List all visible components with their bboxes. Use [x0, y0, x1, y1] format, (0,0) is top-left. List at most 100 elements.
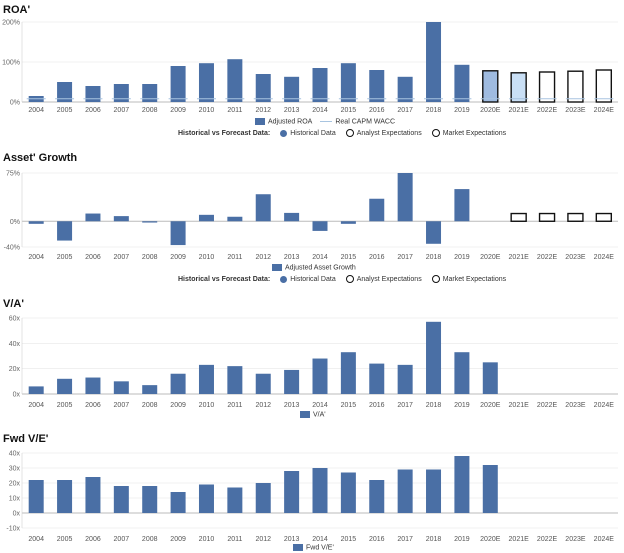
- bar-2014: [312, 358, 328, 394]
- legend-label-fwd-ve: Fwd V/E': [306, 544, 334, 552]
- x-tick-label: 2011: [227, 254, 242, 261]
- x-tick-label: 2004: [28, 402, 44, 409]
- x-tick-label: 2008: [142, 402, 158, 409]
- bar-2012: [255, 373, 271, 394]
- roa-chart: 0% 100% 200% 2004 2005 2006 2007 2008 2009 2010 20…: [2, 20, 618, 114]
- x-tick-label: 2009: [170, 254, 186, 261]
- bar-2009: [170, 66, 186, 102]
- roa-panel: ROA' 0% 100% 200% 2004 2005 2006 2007 2008 2009 2…: [0, 0, 624, 142]
- forecast-bar-2020E: [482, 70, 499, 103]
- x-tick-label: 2008: [142, 536, 158, 543]
- x-tick-label: 2006: [85, 107, 101, 114]
- x-tick-label: 2019: [454, 402, 470, 409]
- bar-2008: [142, 385, 158, 394]
- bar-2008: [142, 221, 158, 223]
- x-tick-label: 2009: [170, 536, 186, 543]
- x-tick-label: 2022E: [537, 536, 558, 543]
- x-tick-label: 2005: [57, 107, 73, 114]
- bar-2015: [340, 221, 356, 224]
- analyst-label: Analyst Expectations: [356, 129, 422, 137]
- bar-2019: [454, 352, 470, 394]
- bar-2016: [369, 70, 385, 102]
- x-tick-label: 2016: [369, 107, 385, 114]
- x-tick-label: 2019: [454, 107, 470, 114]
- legend-label-asset-growth: Adjusted Asset Growth: [285, 264, 356, 272]
- y-tick-label: -10x: [6, 526, 20, 533]
- x-tick-label: 2014: [312, 254, 328, 261]
- bar-2006: [85, 213, 101, 222]
- asset-growth-chart: -40% 0% 75% 2004 2005 2006 2007 2008 2009 2010 201…: [4, 171, 618, 261]
- x-tick-label: 2007: [114, 536, 130, 543]
- bar-2017: [397, 76, 413, 102]
- bar-2005: [57, 82, 73, 102]
- x-tick-label: 2022E: [537, 402, 558, 409]
- y-tick-label: 0x: [13, 511, 21, 518]
- y-tick-label: 10x: [9, 496, 21, 503]
- x-tick-label: 2007: [114, 254, 130, 261]
- y-tick-label: 200%: [2, 20, 20, 27]
- x-tick-label: 2012: [255, 536, 271, 543]
- y-tick-label: 60x: [9, 316, 21, 323]
- bar-2015: [340, 352, 356, 394]
- x-tick-label: 2008: [142, 254, 158, 261]
- x-tick-label: 2022E: [537, 254, 558, 261]
- x-tick-label: 2004: [28, 107, 44, 114]
- bar-2005: [57, 378, 73, 394]
- asset-growth-forecast-legend: Historical vs Forecast Data: Historical D…: [178, 275, 506, 283]
- x-tick-label: 2014: [312, 107, 328, 114]
- x-tick-label: 2024E: [594, 536, 615, 543]
- x-tick-label: 2018: [426, 536, 442, 543]
- x-tick-label: 2010: [199, 254, 215, 261]
- bar-2016: [369, 480, 385, 513]
- historical-dot-icon: [280, 275, 288, 283]
- bar-2017: [397, 364, 413, 394]
- x-tick-label: 2020E: [480, 254, 501, 261]
- bar-2017: [397, 469, 413, 513]
- forecast-legend-label: Historical vs Forecast Data:: [178, 129, 271, 137]
- bar-2018: [426, 22, 442, 102]
- bar-2016: [369, 198, 385, 222]
- bar-2012: [255, 483, 271, 513]
- bar-2005: [57, 221, 73, 241]
- x-tick-label: 2011: [227, 107, 242, 114]
- y-tick-label: 0x: [13, 392, 21, 399]
- bar-2012: [255, 194, 271, 222]
- y-tick-label: -40%: [4, 245, 20, 252]
- x-tick-label: 2021E: [509, 536, 530, 543]
- x-tick-label: 2017: [397, 536, 413, 543]
- bar-2020E: [482, 362, 498, 394]
- bar-2009: [170, 221, 186, 246]
- x-tick-label: 2022E: [537, 107, 558, 114]
- y-tick-label: 0%: [10, 219, 20, 226]
- x-tick-label: 2013: [284, 254, 300, 261]
- roa-forecast-legend: Historical vs Forecast Data: Historical D…: [178, 129, 506, 137]
- bar-2018: [426, 221, 442, 244]
- bar-2007: [113, 216, 129, 222]
- bar-2010: [198, 214, 214, 222]
- legend-label-va: V/A': [313, 411, 326, 419]
- forecast-bar-2024E: [595, 69, 613, 103]
- x-tick-label: 2004: [28, 536, 44, 543]
- x-tick-label: 2006: [85, 254, 101, 261]
- x-tick-label: 2009: [170, 402, 186, 409]
- forecast-bar-2021E: [510, 212, 527, 222]
- x-tick-label: 2015: [341, 402, 357, 409]
- x-tick-label: 2020E: [480, 107, 501, 114]
- x-tick-label: 2019: [454, 254, 470, 261]
- bar-2015: [340, 63, 356, 102]
- x-tick-label: 2013: [284, 402, 300, 409]
- va-chart-title: V/A': [3, 298, 24, 310]
- x-tick-label: 2018: [426, 254, 442, 261]
- bar-2013: [284, 76, 300, 102]
- analyst-ring-icon: [345, 129, 354, 137]
- x-tick-label: 2010: [199, 107, 215, 114]
- asset-growth-panel: Asset' Growth -40% 0% 75% 2004 2005 2006 2007 2…: [0, 148, 624, 288]
- bar-2014: [312, 68, 328, 102]
- x-tick-label: 2024E: [594, 254, 615, 261]
- x-tick-label: 2012: [255, 402, 271, 409]
- bar-2014: [312, 468, 328, 513]
- bar-2008: [142, 84, 158, 102]
- forecast-legend-label: Historical vs Forecast Data:: [178, 275, 271, 283]
- x-tick-label: 2020E: [480, 536, 501, 543]
- x-tick-label: 2024E: [594, 402, 615, 409]
